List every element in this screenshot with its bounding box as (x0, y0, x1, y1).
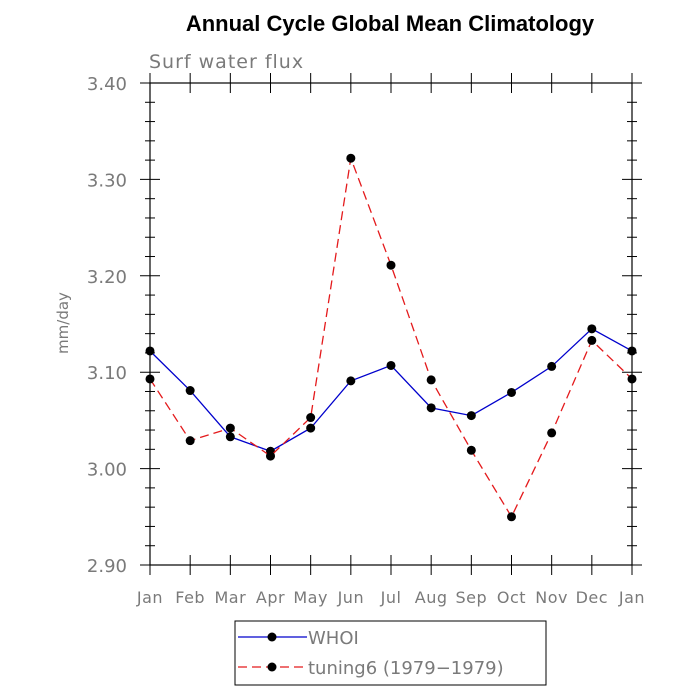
plot-frame (149, 82, 633, 566)
data-point (426, 375, 436, 385)
y-tick-label: 3.10 (87, 363, 127, 384)
data-point (346, 153, 356, 163)
x-tick-label: May (293, 588, 328, 607)
data-point (627, 374, 637, 384)
y-tick-label: 3.20 (87, 267, 127, 288)
data-point (185, 386, 195, 396)
data-point (547, 428, 557, 438)
x-tick-label: Aug (415, 588, 448, 607)
chart-title: Annual Cycle Global Mean Climatology (186, 11, 595, 36)
series-layer (145, 153, 637, 522)
x-tick-label: Mar (214, 588, 246, 607)
chart-subtitle: Surf water flux (149, 51, 304, 73)
x-tick-label: Feb (175, 588, 205, 607)
data-point (507, 387, 516, 397)
legend-item: WHOI (238, 628, 359, 649)
x-tick-label: Oct (497, 588, 526, 607)
axis-ticks: 2.90 3.00 3.10 3.20 3.30 3.40 Jan Feb Mar Apr May J… (87, 73, 645, 607)
x-tick-label: Apr (256, 588, 285, 607)
data-point (145, 374, 155, 384)
data-point (225, 432, 235, 442)
data-point (346, 376, 356, 386)
y-axis-label: mm/day (54, 292, 72, 354)
data-point (306, 423, 316, 433)
series-line (149, 155, 633, 519)
legend-box (234, 620, 547, 686)
x-tick-label: Jul (380, 588, 402, 607)
series-line (149, 328, 633, 452)
y-tick-label: 3.00 (87, 460, 127, 481)
plot-area (149, 82, 633, 566)
legend-label: WHOI (308, 628, 359, 649)
data-point (225, 423, 235, 433)
x-tick-label: Jan (136, 588, 163, 607)
data-point (145, 346, 155, 356)
data-point (266, 451, 275, 461)
data-point (426, 403, 436, 413)
legend-marker (267, 632, 277, 642)
x-tick-label: Sep (456, 588, 488, 607)
data-point (306, 413, 316, 423)
data-point (547, 361, 557, 371)
y-tick-label: 3.30 (87, 170, 127, 191)
data-point (507, 512, 516, 522)
legend: WHOI tuning6 (1979−1979) (234, 620, 547, 686)
series-2 (145, 153, 637, 522)
data-point (587, 324, 597, 334)
x-tick-label: Jun (337, 588, 365, 607)
x-tick-label: Jan (618, 588, 645, 607)
data-point (587, 335, 597, 345)
data-point (466, 445, 476, 455)
data-point (627, 346, 637, 356)
data-point (185, 436, 195, 446)
data-point (386, 360, 396, 370)
data-point (466, 411, 476, 421)
series-1 (145, 324, 637, 456)
x-tick-label: Dec (576, 588, 608, 607)
y-tick-label: 3.40 (87, 74, 127, 95)
legend-label: tuning6 (1979−1979) (308, 658, 504, 679)
legend-marker (267, 662, 277, 672)
x-tick-label: Nov (535, 588, 568, 607)
data-point (386, 260, 396, 270)
legend-item: tuning6 (1979−1979) (238, 658, 504, 679)
y-tick-label: 2.90 (87, 556, 127, 577)
